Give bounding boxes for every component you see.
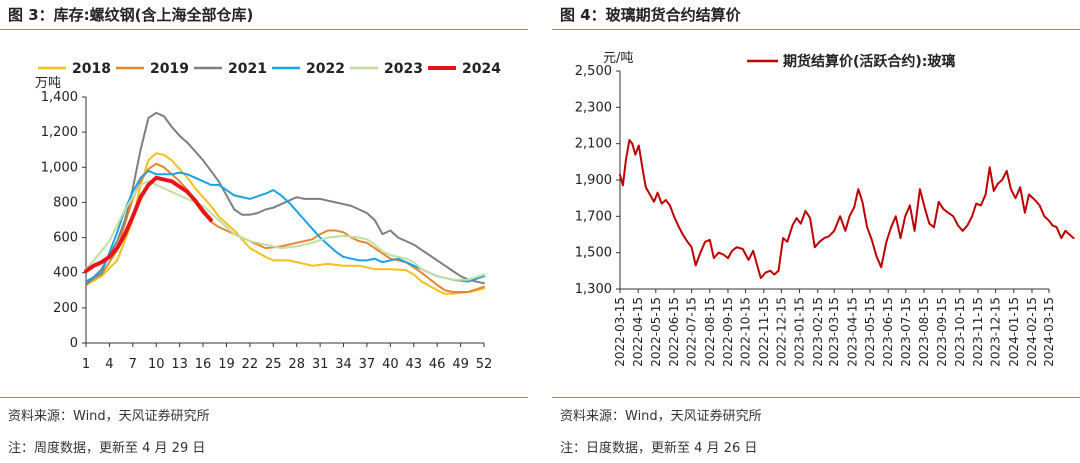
rebar-inventory-chart: 0 200 400 600 800 1,000 1,200 1,400 1 4 7 10 13 16 19 2… — [35, 61, 501, 372]
title-divider — [0, 29, 528, 30]
footnote: 注：周度数据，更新至 4 月 29 日 — [8, 441, 206, 456]
x-tick-label: 37 — [359, 357, 376, 372]
x-tick-label: 2022-05-15 — [649, 297, 663, 367]
footer-divider — [0, 397, 528, 398]
x-tick-label: 2023-01-15 — [793, 297, 807, 367]
series-line-2022 — [85, 169, 485, 283]
x-tick-label: 1 — [82, 357, 90, 372]
y-tick-label: 800 — [53, 195, 78, 210]
x-tick-label: 31 — [312, 357, 329, 372]
x-tick-label: 2022-08-15 — [703, 297, 717, 367]
legend-label-2018: 2018 — [72, 61, 111, 77]
x-tick-label: 28 — [288, 357, 305, 372]
x-tick-label: 2022-07-15 — [685, 297, 699, 367]
x-tick-label: 2024-01-15 — [1007, 297, 1021, 367]
legend-label: 期货结算价(活跃合约):玻璃 — [783, 53, 955, 70]
x-tick-label: 2022-09-15 — [721, 297, 735, 367]
x-tick-label: 10 — [148, 357, 165, 372]
y-tick-label: 400 — [53, 266, 78, 281]
x-tick-label: 4 — [105, 357, 113, 372]
x-tick-label: 2023-12-15 — [989, 297, 1003, 367]
x-tick-label: 2024-03-15 — [1042, 297, 1056, 367]
chart-title: 图 4：玻璃期货合约结算价 — [560, 6, 741, 24]
x-tick-label: 2023-07-15 — [899, 297, 913, 367]
inventory-chart-panel: 图 3：库存:螺纹钢(含上海全部仓库) 0 200 400 600 800 1,000 1,… — [0, 0, 528, 463]
y-tick-label: 2,300 — [575, 100, 612, 115]
legend-label-2021: 2021 — [228, 61, 267, 77]
source-note: 资料来源：Wind，天风证券研究所 — [8, 409, 210, 424]
x-tick-label: 2023-02-15 — [811, 297, 825, 367]
source-note: 资料来源：Wind，天风证券研究所 — [560, 409, 762, 424]
y-tick-label: 1,700 — [575, 209, 612, 224]
x-tick-label: 2023-04-15 — [845, 297, 859, 367]
x-tick-label: 43 — [405, 357, 422, 372]
series-line-2023 — [85, 180, 485, 281]
x-tick-label: 40 — [382, 357, 399, 372]
y-axis-unit: 元/吨 — [603, 51, 633, 66]
y-tick-label: 1,300 — [575, 282, 612, 297]
glass-futures-chart-panel: 图 4：玻璃期货合约结算价 1,300 1,500 1,700 1,900 2,100 2… — [552, 0, 1080, 463]
x-tick-label: 2023-10-15 — [953, 297, 967, 367]
x-tick-label: 2022-06-15 — [667, 297, 681, 367]
y-tick-label: 1,900 — [575, 173, 612, 188]
x-tick-label: 49 — [452, 357, 469, 372]
series-line-2021 — [85, 111, 485, 286]
x-tick-label: 2023-11-15 — [971, 297, 985, 367]
y-tick-label: 2,500 — [575, 64, 612, 79]
x-tick-label: 22 — [242, 357, 259, 372]
series-line-glass-futures — [619, 139, 1075, 280]
x-tick-label: 2023-09-15 — [935, 297, 949, 367]
x-tick-label: 13 — [171, 357, 188, 372]
footnote: 注：日度数据，更新至 4 月 26 日 — [560, 441, 758, 456]
footer-divider — [552, 397, 1080, 398]
x-tick-label: 16 — [195, 357, 212, 372]
y-tick-label: 1,000 — [41, 160, 78, 175]
y-tick-label: 2,100 — [575, 137, 612, 152]
legend-label-2022: 2022 — [306, 61, 345, 77]
y-axis-unit: 万吨 — [35, 76, 61, 91]
x-tick-label: 2022-04-15 — [631, 297, 645, 367]
y-tick-label: 1,200 — [41, 125, 78, 140]
x-tick-label: 2023-06-15 — [881, 297, 895, 367]
x-tick-label: 2024-02-15 — [1025, 297, 1039, 367]
x-tick-label: 2022-12-15 — [774, 297, 788, 367]
x-tick-label: 2023-05-15 — [863, 297, 877, 367]
legend-label-2019: 2019 — [150, 61, 189, 77]
x-tick-label: 2022-11-15 — [757, 297, 771, 367]
x-tick-label: 25 — [265, 357, 282, 372]
series-line-2018 — [85, 152, 485, 295]
x-tick-label: 2022-03-15 — [613, 297, 627, 367]
y-tick-label: 600 — [53, 231, 78, 246]
series-line-2019 — [85, 162, 485, 293]
title-divider — [552, 29, 1080, 30]
x-tick-label: 19 — [218, 357, 235, 372]
series-line-2024 — [84, 175, 213, 273]
y-tick-label: 1,400 — [41, 90, 78, 105]
chart-title: 图 3：库存:螺纹钢(含上海全部仓库) — [8, 6, 254, 24]
y-tick-label: 200 — [53, 301, 78, 316]
legend-label-2023: 2023 — [384, 61, 423, 77]
x-tick-label: 46 — [429, 357, 446, 372]
x-tick-label: 2022-10-15 — [739, 297, 753, 367]
glass-futures-chart: 1,300 1,500 1,700 1,900 2,100 2,300 2,500 2022-… — [575, 51, 1075, 367]
y-tick-label: 1,500 — [575, 246, 612, 261]
x-tick-label: 34 — [335, 357, 352, 372]
x-tick-label: 7 — [129, 357, 137, 372]
x-tick-label: 2023-08-15 — [917, 297, 931, 367]
y-tick-label: 0 — [70, 336, 78, 351]
x-tick-label: 2023-03-15 — [827, 297, 841, 367]
legend-label-2024: 2024 — [462, 61, 501, 77]
x-tick-label: 52 — [476, 357, 493, 372]
